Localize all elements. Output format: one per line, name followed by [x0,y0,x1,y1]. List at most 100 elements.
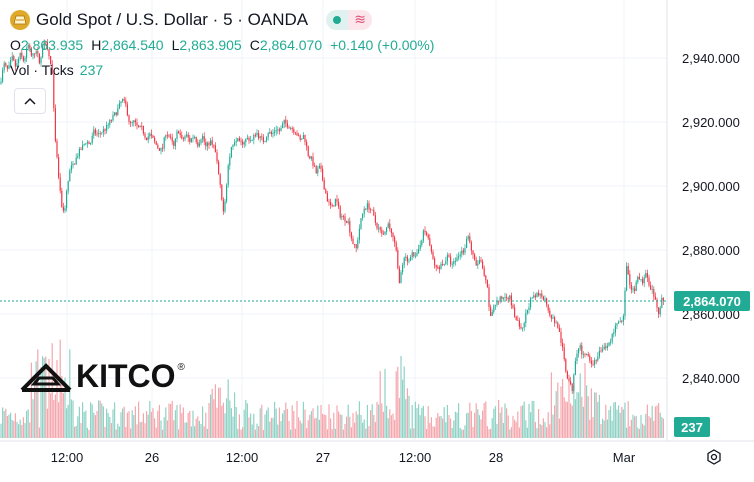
volume-bar [650,417,652,438]
volume-bar [283,409,285,438]
candle-body [632,288,634,290]
candle-body [614,325,616,333]
candle-body [560,331,562,343]
volume-bar [517,411,519,438]
volume-bar [130,428,132,438]
candle-body [485,275,487,281]
candle-body [371,209,373,211]
volume-bar [216,407,218,438]
candle-body [587,353,589,356]
candle-body [163,137,165,149]
volume-bar [480,419,482,438]
volume-bar [307,420,309,438]
candle-body [344,216,346,222]
candle-body [302,135,304,139]
candle-body [168,135,170,137]
volume-label: Vol · Ticks [10,62,74,78]
candle-body [398,267,400,284]
candle-body [291,128,293,130]
volume-bar [494,406,496,438]
x-tick-label: 28 [489,450,503,465]
volume-bar [550,372,552,438]
current-price-badge: 2,864.070 [674,291,750,311]
volume-bar [373,414,375,438]
candle-body [653,289,655,297]
candle-body [466,239,468,249]
chart-settings-button[interactable] [704,447,724,467]
candle-body [565,359,567,372]
candle-body [0,81,2,84]
candle-body [325,189,327,194]
volume-bar [386,405,388,438]
candle-body [382,233,384,235]
volume-bar [294,428,296,438]
candle-body [515,316,517,320]
candle-body [26,48,28,59]
candle-body [48,49,50,57]
candle-body [630,284,632,290]
candle-body [258,132,260,139]
candle-body [574,360,576,375]
volume-legend[interactable]: Vol · Ticks 237 [10,62,103,78]
volume-bar [85,410,87,438]
settings-icon [707,449,721,465]
volume-bar [64,377,66,438]
candle-body [298,135,300,137]
volume-bar [253,413,255,438]
candle-body [16,63,18,67]
volume-bar [173,420,175,438]
collapse-legend-button[interactable] [14,88,46,114]
candle-body [578,348,580,354]
candle-body [62,207,64,211]
volume-bar [325,415,327,438]
candle-body [293,129,295,133]
volume-bar [136,424,138,438]
x-tick-label: 27 [316,450,330,465]
volume-bar [110,423,112,438]
candle-body [198,143,200,147]
candle-body [350,232,352,239]
candle-body [550,315,552,319]
volume-bar [403,366,405,438]
volume-bar [54,394,56,438]
candle-body [114,112,116,115]
candle-body [250,140,252,142]
candle-body [506,297,508,299]
volume-bar [197,416,199,438]
volume-bar [230,408,232,438]
volume-bar [499,412,501,438]
volume-bar [146,411,148,438]
candle-body [432,251,434,259]
candle-body [170,136,172,138]
candle-body [542,296,544,300]
candle-body [318,165,320,169]
candle-body [520,326,522,329]
candle-body [635,282,637,291]
candle-body [328,201,330,203]
volume-bar [342,429,344,438]
volume-bar [589,419,591,438]
volume-bar [560,386,562,438]
market-status-pill[interactable]: ≋ [326,10,373,30]
volume-bar [243,409,245,438]
candle-body [5,63,7,66]
volume-bar [274,401,276,438]
candle-body [133,120,135,123]
volume-bar [539,424,541,438]
volume-bar [339,414,341,438]
symbol-title[interactable]: Gold Spot / U.S. Dollar · 5 · OANDA [36,10,309,29]
candle-body [42,49,44,58]
volume-bar [277,424,279,438]
candle-body [458,256,460,258]
candle-body [533,295,535,298]
candle-body [59,177,61,191]
candle-body [603,346,605,350]
volume-bar [562,378,564,438]
candle-body [78,148,80,157]
candle-body [549,310,551,316]
volume-bar [579,373,581,438]
volume-bar [250,413,252,438]
volume-bar [416,407,418,438]
candle-body [650,285,652,290]
